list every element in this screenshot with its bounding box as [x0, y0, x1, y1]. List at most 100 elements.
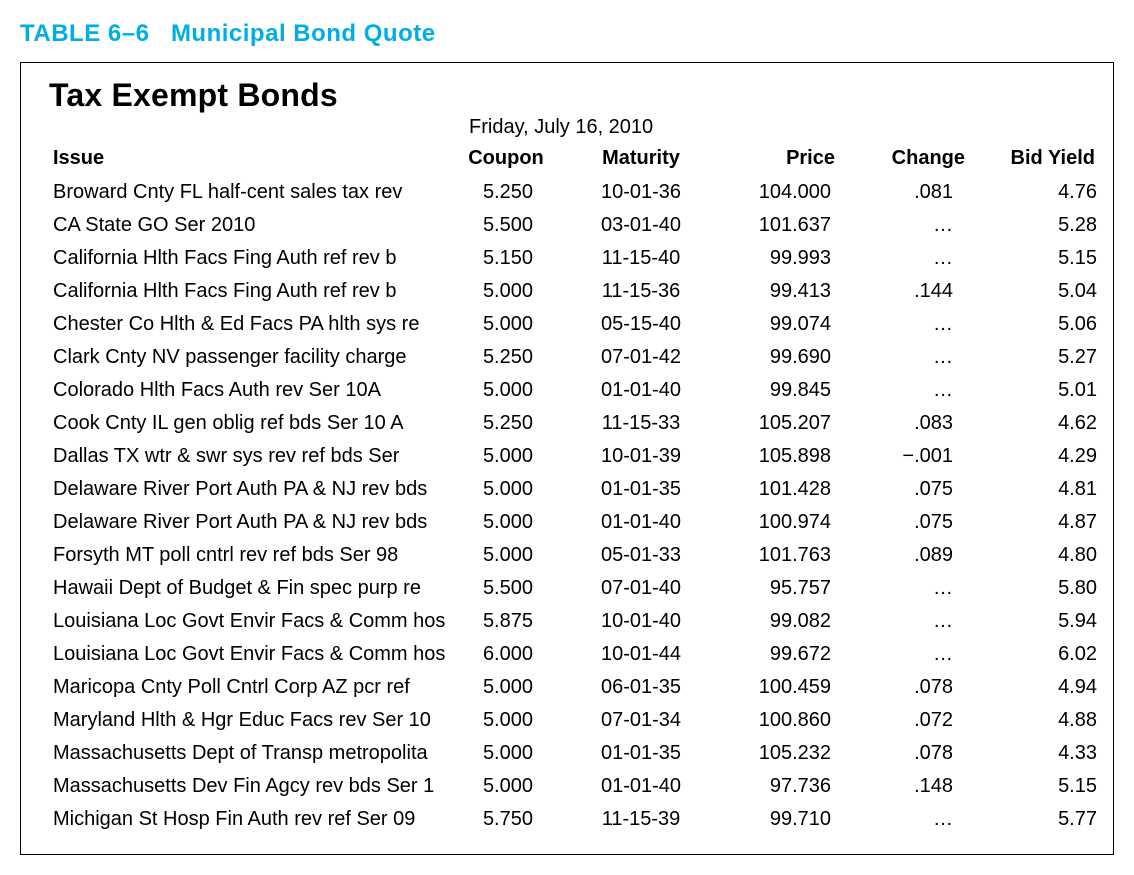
cell-coupon: 5.500	[459, 572, 579, 605]
cell-change: .144	[839, 275, 969, 308]
table-row: California Hlth Facs Fing Auth ref rev b…	[49, 242, 1099, 275]
cell-price: 105.207	[729, 407, 839, 440]
cell-yield: 5.28	[969, 209, 1099, 242]
cell-change: .075	[839, 506, 969, 539]
cell-issue: Delaware River Port Auth PA & NJ rev bds	[49, 473, 459, 506]
cell-coupon: 5.250	[459, 176, 579, 209]
cell-issue: CA State GO Ser 2010	[49, 209, 459, 242]
cell-issue: Cook Cnty IL gen oblig ref bds Ser 10 A	[49, 407, 459, 440]
cell-price: 101.763	[729, 539, 839, 572]
cell-yield: 5.80	[969, 572, 1099, 605]
cell-issue: Forsyth MT poll cntrl rev ref bds Ser 98	[49, 539, 459, 572]
table-row: Hawaii Dept of Budget & Fin spec purp re…	[49, 572, 1099, 605]
cell-change: …	[839, 242, 969, 275]
cell-issue: Hawaii Dept of Budget & Fin spec purp re	[49, 572, 459, 605]
table-row: Chester Co Hlth & Ed Facs PA hlth sys re…	[49, 308, 1099, 341]
cell-coupon: 5.250	[459, 407, 579, 440]
cell-issue: Maryland Hlth & Hgr Educ Facs rev Ser 10	[49, 704, 459, 737]
cell-change: …	[839, 803, 969, 836]
cell-yield: 5.27	[969, 341, 1099, 374]
cell-change: .078	[839, 737, 969, 770]
cell-issue: Dallas TX wtr & swr sys rev ref bds Ser	[49, 440, 459, 473]
cell-yield: 4.80	[969, 539, 1099, 572]
cell-maturity: 11-15-36	[579, 275, 729, 308]
cell-coupon: 5.000	[459, 506, 579, 539]
cell-coupon: 5.150	[459, 242, 579, 275]
cell-maturity: 01-01-40	[579, 770, 729, 803]
cell-maturity: 07-01-42	[579, 341, 729, 374]
col-coupon: Coupon	[459, 145, 579, 176]
cell-change: …	[839, 374, 969, 407]
cell-yield: 4.88	[969, 704, 1099, 737]
table-row: Clark Cnty NV passenger facility charge5…	[49, 341, 1099, 374]
cell-maturity: 07-01-40	[579, 572, 729, 605]
cell-yield: 6.02	[969, 638, 1099, 671]
cell-issue: Michigan St Hosp Fin Auth rev ref Ser 09	[49, 803, 459, 836]
cell-yield: 4.76	[969, 176, 1099, 209]
cell-maturity: 05-15-40	[579, 308, 729, 341]
table-header-row: Issue Coupon Maturity Price Change Bid Y…	[49, 145, 1099, 176]
cell-yield: 4.62	[969, 407, 1099, 440]
cell-price: 99.993	[729, 242, 839, 275]
cell-issue: California Hlth Facs Fing Auth ref rev b	[49, 275, 459, 308]
cell-change: …	[839, 308, 969, 341]
table-row: Delaware River Port Auth PA & NJ rev bds…	[49, 506, 1099, 539]
cell-change: .078	[839, 671, 969, 704]
cell-coupon: 5.000	[459, 671, 579, 704]
cell-coupon: 5.000	[459, 539, 579, 572]
cell-yield: 4.33	[969, 737, 1099, 770]
cell-issue: California Hlth Facs Fing Auth ref rev b	[49, 242, 459, 275]
cell-price: 105.898	[729, 440, 839, 473]
panel-title: Tax Exempt Bonds	[49, 77, 1085, 114]
cell-change: .083	[839, 407, 969, 440]
cell-maturity: 01-01-40	[579, 374, 729, 407]
cell-price: 100.860	[729, 704, 839, 737]
cell-maturity: 06-01-35	[579, 671, 729, 704]
table-title: Municipal Bond Quote	[171, 20, 436, 47]
cell-price: 99.710	[729, 803, 839, 836]
table-row: Massachusetts Dept of Transp metropolita…	[49, 737, 1099, 770]
cell-coupon: 5.000	[459, 473, 579, 506]
col-price: Price	[729, 145, 839, 176]
cell-issue: Colorado Hlth Facs Auth rev Ser 10A	[49, 374, 459, 407]
cell-price: 97.736	[729, 770, 839, 803]
table-row: Delaware River Port Auth PA & NJ rev bds…	[49, 473, 1099, 506]
cell-price: 104.000	[729, 176, 839, 209]
cell-yield: 4.87	[969, 506, 1099, 539]
cell-coupon: 5.875	[459, 605, 579, 638]
cell-price: 101.428	[729, 473, 839, 506]
cell-maturity: 01-01-35	[579, 737, 729, 770]
cell-price: 99.690	[729, 341, 839, 374]
cell-change: …	[839, 638, 969, 671]
cell-yield: 5.06	[969, 308, 1099, 341]
table-row: Forsyth MT poll cntrl rev ref bds Ser 98…	[49, 539, 1099, 572]
cell-maturity: 10-01-40	[579, 605, 729, 638]
table-caption: TABLE 6–6 Municipal Bond Quote	[20, 20, 1114, 48]
cell-maturity: 11-15-40	[579, 242, 729, 275]
cell-coupon: 5.250	[459, 341, 579, 374]
col-maturity: Maturity	[579, 145, 729, 176]
cell-change: −.001	[839, 440, 969, 473]
cell-maturity: 11-15-39	[579, 803, 729, 836]
table-row: Massachusetts Dev Fin Agcy rev bds Ser 1…	[49, 770, 1099, 803]
cell-yield: 4.29	[969, 440, 1099, 473]
cell-maturity: 01-01-35	[579, 473, 729, 506]
table-row: Michigan St Hosp Fin Auth rev ref Ser 09…	[49, 803, 1099, 836]
cell-maturity: 03-01-40	[579, 209, 729, 242]
cell-coupon: 5.000	[459, 770, 579, 803]
cell-coupon: 6.000	[459, 638, 579, 671]
cell-change: …	[839, 605, 969, 638]
cell-issue: Maricopa Cnty Poll Cntrl Corp AZ pcr ref	[49, 671, 459, 704]
cell-issue: Chester Co Hlth & Ed Facs PA hlth sys re	[49, 308, 459, 341]
cell-coupon: 5.000	[459, 275, 579, 308]
table-row: CA State GO Ser 20105.50003-01-40101.637…	[49, 209, 1099, 242]
cell-maturity: 10-01-44	[579, 638, 729, 671]
cell-coupon: 5.750	[459, 803, 579, 836]
table-row: California Hlth Facs Fing Auth ref rev b…	[49, 275, 1099, 308]
cell-price: 95.757	[729, 572, 839, 605]
cell-price: 99.413	[729, 275, 839, 308]
cell-change: …	[839, 341, 969, 374]
cell-price: 99.074	[729, 308, 839, 341]
cell-change: .081	[839, 176, 969, 209]
cell-price: 100.974	[729, 506, 839, 539]
